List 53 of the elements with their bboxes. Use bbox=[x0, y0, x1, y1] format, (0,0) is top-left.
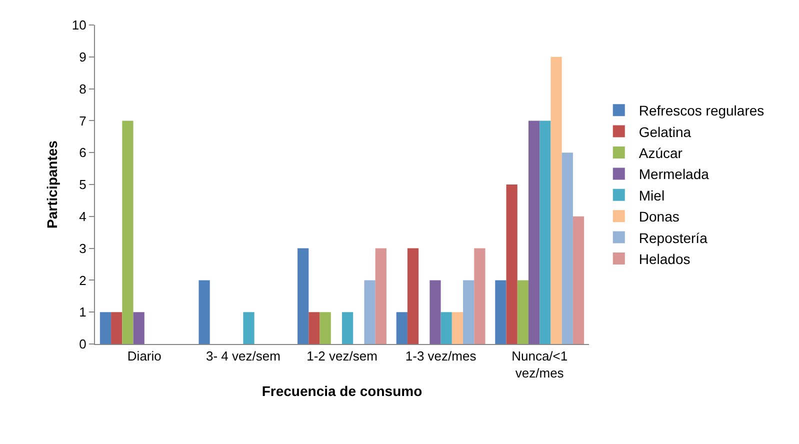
bar bbox=[452, 312, 464, 344]
bar bbox=[320, 312, 331, 344]
y-axis-title: Participantes bbox=[44, 140, 60, 228]
x-tick-label: 1-3 vez/mes bbox=[405, 348, 477, 364]
bar bbox=[111, 312, 122, 344]
legend-label: Refrescos regulares bbox=[638, 102, 764, 119]
y-tick-label: 2 bbox=[79, 272, 86, 288]
bar bbox=[540, 120, 551, 344]
bar bbox=[562, 152, 573, 344]
bar bbox=[342, 312, 354, 344]
legend-label: Helados bbox=[638, 250, 690, 267]
bar bbox=[364, 280, 376, 344]
x-tick-label: 1-2 vez/sem bbox=[306, 348, 378, 364]
y-tick-label: 4 bbox=[79, 208, 86, 224]
bar bbox=[430, 280, 441, 344]
bar bbox=[100, 312, 112, 344]
bar bbox=[474, 248, 486, 344]
bar bbox=[463, 280, 474, 344]
y-tick-label: 0 bbox=[79, 336, 86, 352]
y-tick-label: 5 bbox=[79, 177, 86, 192]
bar bbox=[517, 280, 528, 344]
x-tick-label: Nunca/<1 vez/mes bbox=[512, 348, 568, 380]
bar bbox=[440, 312, 452, 344]
y-tick-label: 9 bbox=[79, 49, 86, 64]
legend-label: Repostería bbox=[638, 230, 708, 246]
bar bbox=[572, 216, 584, 344]
bar bbox=[495, 280, 506, 344]
legend-label: Miel bbox=[638, 187, 665, 204]
x-axis-title: Frecuencia de consumo bbox=[262, 383, 422, 399]
y-tick-label: 8 bbox=[79, 81, 86, 96]
y-tick-label: 3 bbox=[79, 240, 86, 256]
legend-label: Donas bbox=[638, 208, 680, 225]
x-tick-label: Diario bbox=[127, 348, 162, 364]
bar bbox=[308, 312, 320, 344]
legend-label: Mermelada bbox=[638, 166, 710, 182]
bar bbox=[407, 248, 419, 344]
bar bbox=[396, 312, 408, 344]
bar bbox=[375, 248, 386, 344]
bar bbox=[298, 248, 309, 344]
bar bbox=[122, 120, 134, 344]
bar bbox=[198, 280, 210, 344]
legend-label: Gelatina bbox=[638, 124, 692, 140]
y-tick-label: 7 bbox=[79, 113, 86, 128]
legend-label: Azúcar bbox=[638, 144, 683, 161]
y-tick-label: 6 bbox=[79, 145, 86, 160]
x-tick-label: 3- 4 vez/sem bbox=[206, 348, 280, 364]
bar bbox=[133, 312, 144, 344]
bar bbox=[528, 120, 540, 344]
bar bbox=[243, 312, 254, 344]
y-tick-label: 10 bbox=[72, 18, 86, 33]
y-tick-label: 1 bbox=[79, 304, 86, 320]
bar bbox=[550, 56, 562, 344]
bar bbox=[506, 184, 518, 344]
